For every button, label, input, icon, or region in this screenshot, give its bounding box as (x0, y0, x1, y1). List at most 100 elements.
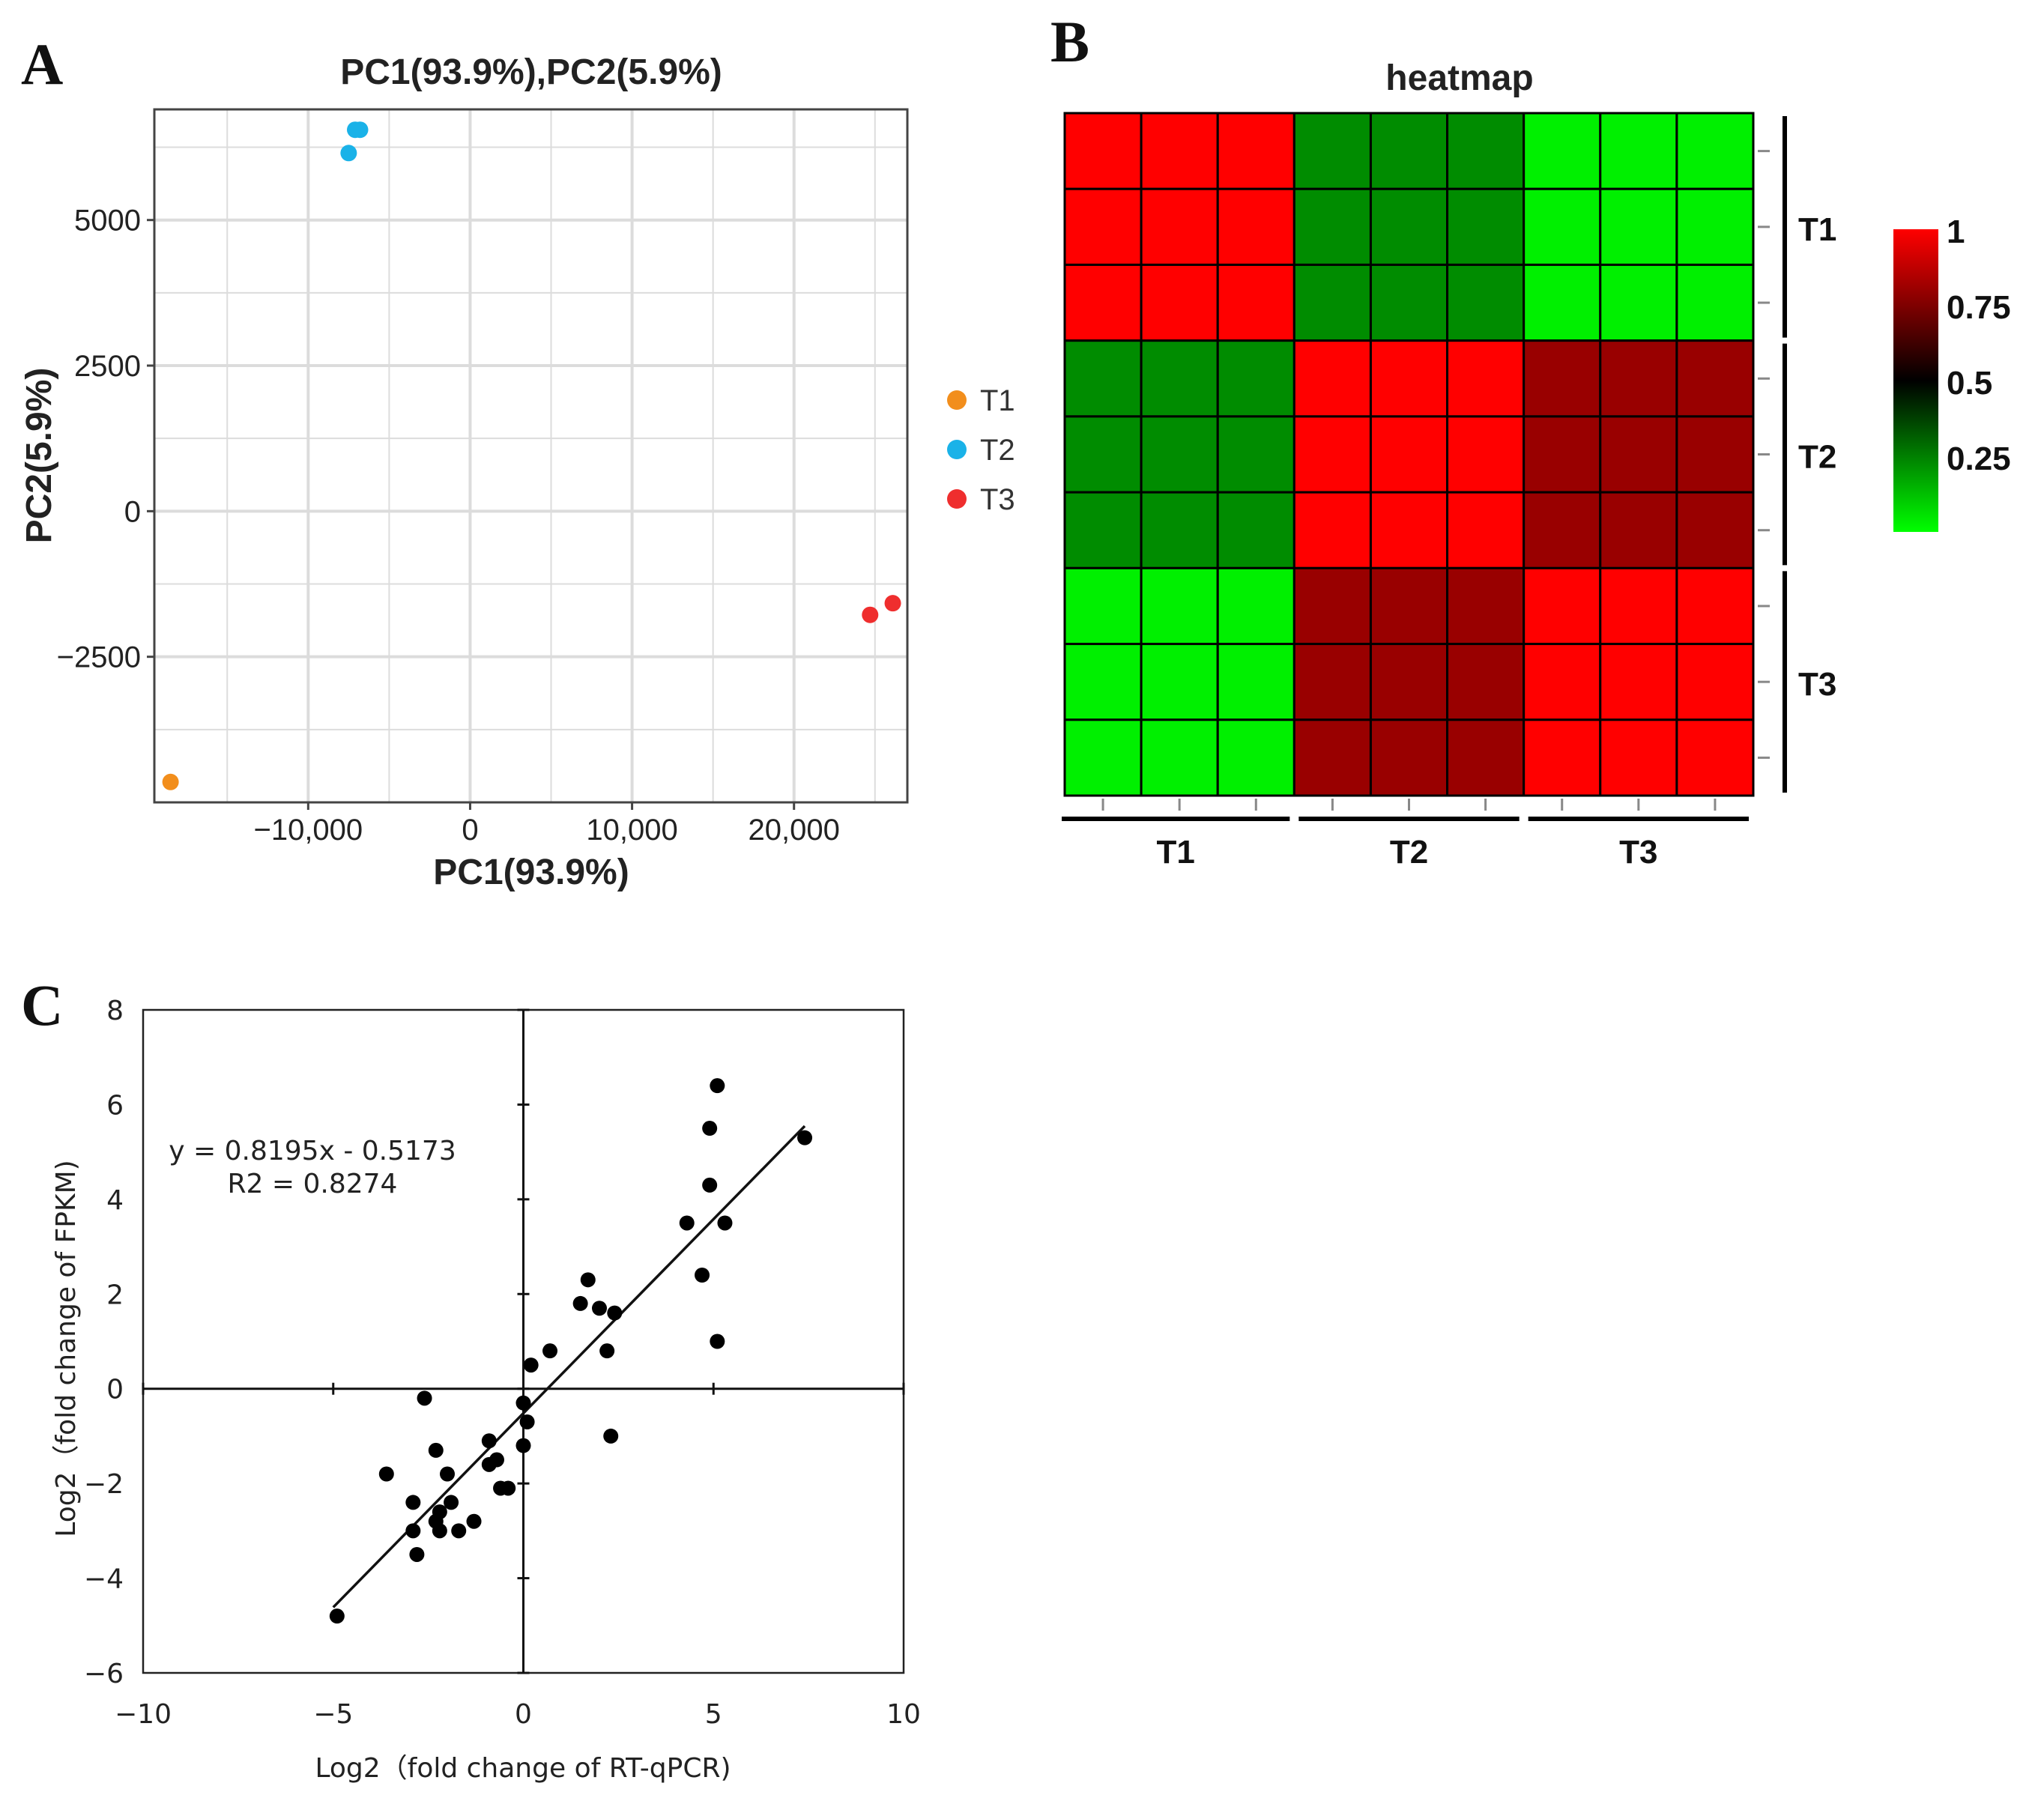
colorbar-tick-label: 1 (1947, 214, 1965, 250)
heatmap-cell (1063, 643, 1143, 721)
heatmap-cell (1675, 187, 1755, 266)
row-group-label: T1 (1798, 211, 1836, 248)
colorbar-gradient (1893, 229, 1938, 532)
heatmap-cell (1292, 415, 1372, 494)
heatmap-cell (1063, 187, 1143, 266)
heatmap-cell (1446, 112, 1526, 190)
heatmap-cell (1446, 339, 1526, 418)
pca-point-t2 (340, 145, 357, 162)
heatmap-cell (1140, 718, 1219, 797)
corr-ticks: −10 −5 0 5 10 8 6 4 2 0 −2 −4 −6 (84, 996, 921, 1730)
heatmap-cell (1599, 566, 1678, 646)
corr-point (797, 1130, 813, 1145)
row-group-label: T3 (1798, 666, 1836, 703)
corr-point (702, 1177, 718, 1193)
heatmap-cell (1369, 112, 1449, 190)
pca-x-axis: −10,000 0 10,000 20,000 (253, 802, 840, 847)
pca-x-tick-label: 10,000 (586, 814, 677, 847)
heatmap-cell (1140, 263, 1219, 342)
pca-frame-overlay (153, 108, 909, 804)
corr-point (523, 1357, 539, 1373)
corr-point (432, 1504, 447, 1520)
col-group-label: T3 (1619, 834, 1657, 871)
heatmap-cell (1369, 566, 1449, 646)
corr-point (695, 1268, 710, 1283)
pca-y-label: PC2(5.9%) (19, 368, 59, 544)
heatmap-cell (1369, 643, 1449, 721)
heatmap-cell (1369, 718, 1449, 797)
heatmap-cell (1292, 112, 1372, 190)
corr-point (417, 1390, 432, 1406)
pca-x-label: PC1(93.9%) (433, 853, 629, 892)
heatmap-cell (1063, 112, 1143, 190)
corr-point (405, 1495, 421, 1510)
heatmap-cell (1446, 566, 1526, 646)
heatmap-cell (1292, 187, 1372, 266)
corr-point (710, 1334, 725, 1349)
heatmap-cell (1140, 339, 1219, 418)
corr-point (572, 1295, 588, 1311)
heatmap-cell (1599, 112, 1678, 190)
heatmap-cell (1675, 491, 1755, 569)
legend-marker-t3 (947, 489, 967, 509)
pca-point-t2 (351, 121, 369, 139)
heatmap-cell (1216, 491, 1295, 569)
colorbar-tick-label: 0.75 (1947, 289, 2011, 326)
corr-point (489, 1452, 504, 1468)
corr-point (679, 1215, 695, 1231)
heatmap-cell (1675, 643, 1755, 721)
corr-point (592, 1301, 607, 1316)
colorbar-tick-label: 0.5 (1947, 365, 1992, 402)
corr-x-tick-label: 0 (515, 1699, 532, 1730)
heatmap-cell (1446, 415, 1526, 494)
corr-y-tick-label: 4 (106, 1185, 124, 1216)
pca-y-axis: 5000 2500 0 −2500 (57, 205, 154, 674)
heatmap-cell (1523, 491, 1602, 569)
panel-letter-a: A (21, 31, 63, 97)
legend-marker-t1 (947, 390, 967, 410)
heatmap-cell (1140, 491, 1219, 569)
pca-points (162, 121, 901, 790)
heatmap-cell (1292, 491, 1372, 569)
corr-point (515, 1395, 531, 1411)
heatmap-cell (1523, 263, 1602, 342)
heatmap-cell (1446, 187, 1526, 266)
pca-y-tick-label: 5000 (74, 205, 141, 237)
heatmap-cell (1675, 112, 1755, 190)
heatmap-cell (1216, 339, 1295, 418)
legend-label-t3: T3 (980, 483, 1015, 516)
pca-legend: T1 T2 T3 (947, 384, 1015, 516)
heatmap-cell (1292, 339, 1372, 418)
corr-y-tick-label: 8 (106, 996, 124, 1026)
corr-x-label: Log2（fold change of RT-qPCR) (315, 1753, 731, 1784)
heatmap-cell (1523, 112, 1602, 190)
corr-y-tick-label: 0 (106, 1375, 124, 1405)
pca-x-tick-label: 20,000 (749, 814, 840, 847)
legend-label-t1: T1 (980, 384, 1015, 417)
col-group-label: T2 (1390, 834, 1428, 871)
heatmap-cell (1369, 339, 1449, 418)
heatmap-colorbar: 1 0.75 0.5 0.25 (1893, 214, 2011, 532)
corr-y-tick-label: −6 (84, 1659, 124, 1689)
heatmap-cell (1369, 263, 1449, 342)
heatmap-cell (1599, 491, 1678, 569)
heatmap-cell (1140, 566, 1219, 646)
corr-point (329, 1608, 345, 1624)
heatmap-cells (1063, 112, 1755, 797)
corr-point (599, 1343, 615, 1359)
heatmap-title: heatmap (1385, 58, 1533, 98)
heatmap-cell (1599, 643, 1678, 721)
heatmap-cell (1292, 643, 1372, 721)
corr-x-tick-label: −10 (115, 1699, 172, 1730)
panel-c-correlation: C −10 −5 0 5 10 8 6 4 2 0 −2 −4 −6 y = 0.8195x - 0.5… (21, 972, 921, 1784)
heatmap-cell (1523, 415, 1602, 494)
pca-point-t3 (862, 606, 879, 623)
heatmap-cell (1446, 263, 1526, 342)
legend-marker-t2 (947, 440, 967, 459)
corr-y-tick-label: 6 (106, 1090, 124, 1121)
heatmap-cell (1675, 566, 1755, 646)
corr-point (440, 1466, 455, 1482)
heatmap-cell (1063, 415, 1143, 494)
panel-a-pca: A PC1(93.9%),PC2(5.9%) −10,000 0 10,000 20,… (19, 31, 1015, 892)
heatmap-cell (1216, 187, 1295, 266)
